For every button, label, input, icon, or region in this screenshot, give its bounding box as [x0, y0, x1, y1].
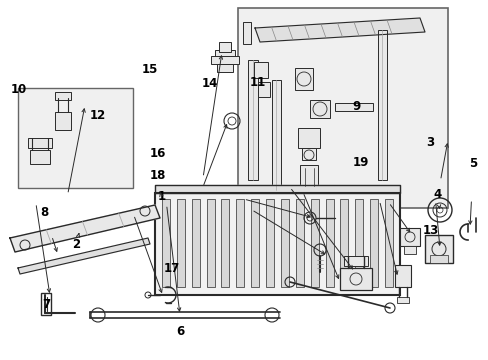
Text: 12: 12 — [89, 109, 106, 122]
Bar — [377, 30, 386, 180]
Text: 15: 15 — [142, 63, 158, 76]
Bar — [339, 268, 371, 290]
Text: 5: 5 — [468, 157, 476, 170]
Bar — [297, 128, 319, 148]
Bar — [253, 62, 267, 78]
Text: 14: 14 — [202, 77, 218, 90]
Bar — [176, 199, 184, 287]
Text: 6: 6 — [176, 325, 183, 338]
Text: 19: 19 — [351, 156, 368, 169]
Text: 16: 16 — [149, 147, 166, 159]
Bar — [258, 82, 269, 97]
Bar — [355, 199, 363, 287]
Bar — [310, 199, 318, 287]
Polygon shape — [155, 185, 399, 193]
Bar — [403, 246, 415, 254]
Bar — [281, 199, 288, 287]
Bar — [429, 255, 447, 263]
Text: 2: 2 — [72, 238, 80, 251]
Bar — [155, 193, 399, 295]
Text: 11: 11 — [249, 76, 265, 89]
Text: 7: 7 — [42, 298, 50, 311]
Bar — [55, 112, 71, 130]
Text: 9: 9 — [352, 100, 360, 113]
Bar — [325, 199, 333, 287]
Bar — [399, 228, 419, 246]
Text: 3: 3 — [426, 136, 433, 149]
Bar — [219, 42, 230, 52]
Bar — [424, 235, 452, 263]
Bar — [295, 199, 303, 287]
Text: 8: 8 — [40, 206, 48, 219]
Bar — [155, 193, 399, 295]
Bar — [334, 103, 372, 111]
Bar — [343, 256, 367, 266]
Bar — [302, 148, 315, 160]
Bar — [340, 199, 348, 287]
Bar — [41, 293, 51, 315]
Text: 10: 10 — [10, 83, 27, 96]
Bar — [294, 68, 312, 90]
Bar — [243, 22, 250, 44]
Bar — [162, 199, 169, 287]
Bar — [247, 60, 258, 180]
Bar — [299, 165, 317, 189]
Bar — [394, 265, 410, 287]
Text: 17: 17 — [163, 262, 180, 275]
Bar — [55, 92, 71, 100]
Polygon shape — [254, 18, 424, 42]
Bar — [206, 199, 214, 287]
Bar — [238, 8, 447, 208]
Bar — [385, 199, 392, 287]
Text: 4: 4 — [433, 188, 441, 201]
Bar — [271, 80, 281, 190]
Bar — [191, 199, 199, 287]
Bar — [251, 199, 259, 287]
Bar — [217, 64, 232, 72]
Bar — [369, 199, 377, 287]
Bar — [309, 100, 329, 118]
Bar — [18, 88, 133, 188]
Polygon shape — [10, 205, 160, 252]
Text: 13: 13 — [422, 224, 439, 237]
Bar — [265, 199, 273, 287]
Bar — [221, 199, 229, 287]
Bar — [28, 138, 52, 148]
Bar — [396, 297, 408, 303]
Bar — [236, 199, 244, 287]
Text: 1: 1 — [157, 190, 165, 203]
Polygon shape — [18, 238, 150, 274]
Bar — [215, 50, 235, 62]
Bar — [30, 150, 50, 164]
Bar — [210, 56, 239, 64]
Text: 18: 18 — [149, 169, 165, 182]
